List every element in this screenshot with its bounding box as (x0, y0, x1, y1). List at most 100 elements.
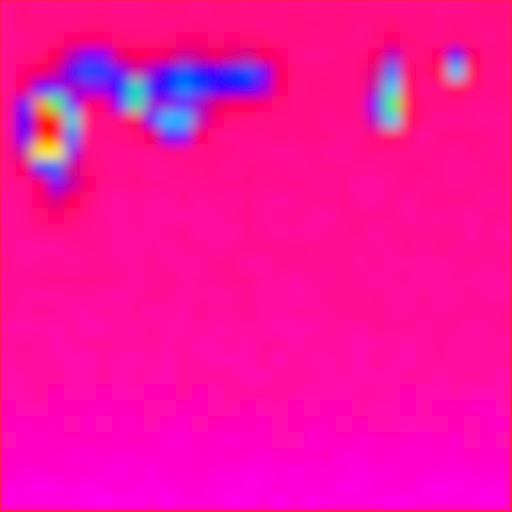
heatmap-cell (288, 32, 305, 49)
heatmap-cell (288, 400, 305, 417)
heatmap-cell (64, 240, 81, 257)
heatmap-cell (240, 368, 257, 385)
heatmap-cell (16, 160, 33, 177)
heatmap-cell (240, 128, 257, 145)
heatmap-cell (176, 64, 193, 81)
heatmap-cell (192, 112, 209, 129)
heatmap-cell (240, 16, 257, 33)
heatmap-cell (240, 464, 257, 481)
heatmap-cell (448, 224, 465, 241)
heatmap-cell (192, 352, 209, 369)
heatmap-cell (400, 384, 417, 401)
heatmap-cell (352, 272, 369, 289)
heatmap-cell (96, 32, 113, 49)
heatmap-cell (176, 352, 193, 369)
heatmap-cell (288, 432, 305, 449)
heatmap-cell (256, 240, 273, 257)
heatmap-cell (304, 496, 321, 512)
heatmap-cell (240, 416, 257, 433)
heatmap-cell (256, 16, 273, 33)
heatmap-cell (416, 160, 433, 177)
heatmap-cell (352, 464, 369, 481)
heatmap-cell (256, 336, 273, 353)
heatmap-cell (208, 192, 225, 209)
heatmap-cell (208, 368, 225, 385)
heatmap-cell (288, 176, 305, 193)
heatmap-cell (496, 320, 512, 337)
heatmap-cell (320, 480, 337, 497)
heatmap-cell (416, 464, 433, 481)
heatmap-cell (496, 32, 512, 49)
heatmap-cell (320, 336, 337, 353)
heatmap-cell (288, 96, 305, 113)
heatmap-cell (288, 288, 305, 305)
heatmap-cell (368, 288, 385, 305)
heatmap-cell (448, 448, 465, 465)
heatmap-cell (128, 176, 145, 193)
heatmap-cell (464, 224, 481, 241)
heatmap-cell (192, 448, 209, 465)
heatmap-cell (256, 256, 273, 273)
heatmap-cell (16, 144, 33, 161)
heatmap-cell (400, 272, 417, 289)
heatmap-cell (448, 32, 465, 49)
heatmap-cell (336, 80, 353, 97)
heatmap-cell (128, 64, 145, 81)
heatmap-cell (176, 192, 193, 209)
heatmap-cell (464, 192, 481, 209)
heatmap-cell (496, 112, 512, 129)
heatmap-cell (352, 48, 369, 65)
heatmap-cell (48, 0, 65, 17)
heatmap-cell (80, 144, 97, 161)
heatmap-cell (64, 272, 81, 289)
heatmap-cell (80, 320, 97, 337)
heatmap-cell (80, 240, 97, 257)
heatmap-cell (144, 80, 161, 97)
heatmap-cell (80, 32, 97, 49)
heatmap-cell (368, 432, 385, 449)
heatmap-cell (336, 496, 353, 512)
heatmap-cell (480, 176, 497, 193)
heatmap-cell (0, 0, 17, 17)
heatmap-cell (288, 208, 305, 225)
heatmap-cell (416, 240, 433, 257)
heatmap-cell (464, 416, 481, 433)
heatmap-cell (112, 128, 129, 145)
heatmap-cell (64, 400, 81, 417)
heatmap-cell (128, 16, 145, 33)
heatmap-cell (192, 160, 209, 177)
heatmap-cell (464, 464, 481, 481)
heatmap-cell (224, 480, 241, 497)
heatmap-cell (48, 32, 65, 49)
heatmap-cell (416, 112, 433, 129)
heatmap-cell (224, 416, 241, 433)
heatmap-cell (224, 64, 241, 81)
heatmap-cell (480, 96, 497, 113)
heatmap-cell (496, 352, 512, 369)
heatmap-cell (320, 240, 337, 257)
heatmap-cell (64, 160, 81, 177)
heatmap-cell (480, 272, 497, 289)
heatmap-cell (432, 352, 449, 369)
heatmap-cell (256, 80, 273, 97)
heatmap-cell (448, 208, 465, 225)
heatmap-cell (160, 112, 177, 129)
heatmap-cell (32, 304, 49, 321)
heatmap-cell (384, 288, 401, 305)
heatmap-cell (256, 272, 273, 289)
heatmap-cell (16, 416, 33, 433)
heatmap-cell (304, 64, 321, 81)
heatmap-cell (240, 432, 257, 449)
heatmap-cell (128, 352, 145, 369)
heatmap-cell (240, 176, 257, 193)
heatmap-cell (16, 80, 33, 97)
heatmap-cell (304, 176, 321, 193)
heatmap-cell (352, 288, 369, 305)
heatmap-cell (464, 288, 481, 305)
heatmap-cell (224, 112, 241, 129)
heatmap-cell (448, 256, 465, 273)
heatmap-cell (160, 32, 177, 49)
heatmap-cell (352, 400, 369, 417)
heatmap-cell (384, 448, 401, 465)
heatmap-cell (416, 336, 433, 353)
